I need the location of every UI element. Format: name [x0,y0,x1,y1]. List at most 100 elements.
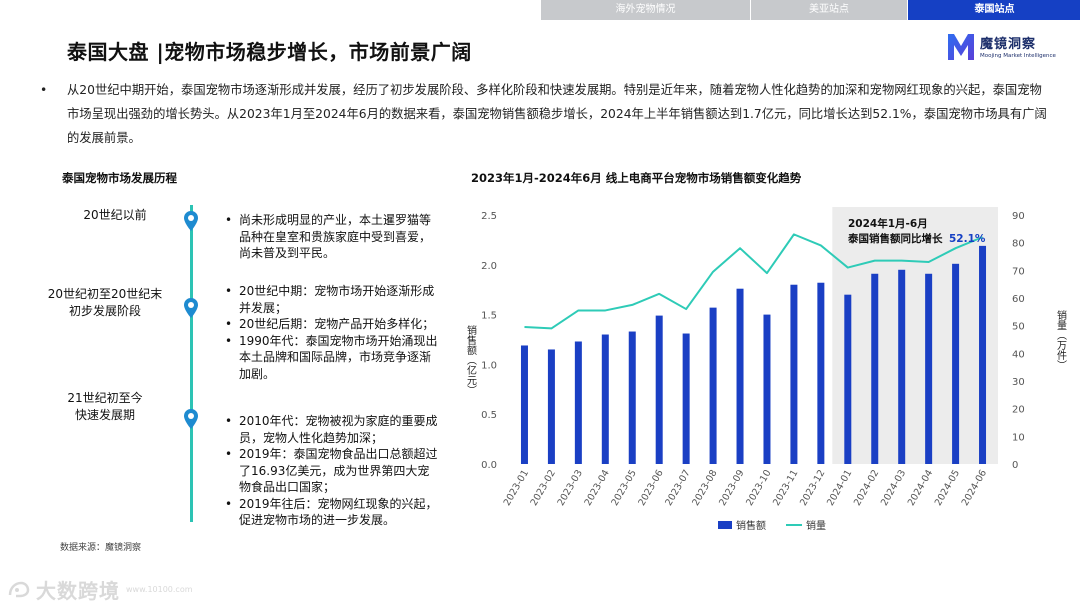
event-item: • 1990年代：泰国宠物市场开始涌现出本土品牌和国际品牌，市场竞争逐渐加剧。 [225,333,438,381]
stage-label-line: 20世纪初至20世纪末 [47,287,163,301]
legend-label-sales: 销售额 [736,519,766,532]
sales-bar [547,349,555,464]
y-right-tick-label: 70 [1012,266,1025,277]
y-right-tick-label: 0 [1012,460,1018,471]
y-right-tick-label: 20 [1012,405,1025,416]
location-pin-icon [184,409,198,429]
y-right-tick-label: 30 [1012,377,1025,388]
stage-events-pre20th: • 尚未形成明显的产业，本土暹罗猫等品种在皇室和贵族家庭中受到喜爱，尚未普及到平民… [225,212,440,262]
logo-cn-text: 魔镜洞察 [980,37,1037,52]
tab-overseas-pets[interactable]: 海外宠物情况 [541,0,750,20]
y-right-tick-label: 90 [1012,211,1025,222]
stage-label-20th: 20世纪初至20世纪末 初步发展阶段 [30,286,180,320]
highlight-region [832,207,998,464]
sales-bar [736,288,744,464]
timeline-line [190,205,193,522]
x-tick-label: 2023-06 [636,468,665,508]
event-item: • 20世纪后期：宠物产品开始多样化； [225,317,435,331]
y-left-tick-label: 1.5 [481,311,497,322]
sales-bar [574,341,582,464]
y-left-tick-label: 1.0 [481,360,497,371]
sales-bar [925,273,933,464]
x-tick-label: 2023-01 [502,468,531,508]
event-item: • 2019年往后：宠物网红现象的兴起，促进宠物市场的进一步发展。 [225,496,438,528]
y-right-axis-label: 销量（万件） [1055,309,1067,370]
x-tick-label: 2023-02 [529,468,558,508]
x-tick-label: 2024-02 [852,468,881,508]
sales-bar [628,331,636,464]
y-right-tick-label: 10 [1012,432,1025,443]
x-tick-label: 2023-05 [609,468,638,508]
sales-bar [898,269,906,464]
x-tick-label: 2023-07 [663,468,692,508]
event-item: • 2010年代：宠物被视为家庭的重要成员，宠物人性化趋势加深； [225,414,438,445]
top-nav: 海外宠物情况 美亚站点 泰国站点 [541,0,1080,20]
x-tick-label: 2023-12 [798,468,827,508]
brand-logo: 魔镜洞察 Moojing Market Intelligence [946,30,1056,62]
sales-bar [520,345,528,464]
sales-bar [655,315,663,464]
intro-paragraph: • 从20世纪中期开始，泰国宠物市场逐渐形成并发展，经历了初步发展阶段、多样化阶… [40,78,1050,150]
tab-thailand[interactable]: 泰国站点 [908,0,1080,20]
x-tick-label: 2024-05 [933,468,962,508]
y-left-tick-label: 0.0 [481,460,497,471]
sales-bar [817,282,825,464]
x-tick-label: 2024-06 [960,468,989,508]
x-tick-label: 2023-09 [717,468,746,508]
x-tick-label: 2024-03 [879,468,908,508]
annotation-value: 52.1% [949,233,986,245]
sales-bar [709,307,717,464]
y-right-tick-label: 60 [1012,294,1025,305]
x-tick-label: 2023-03 [556,468,585,508]
x-tick-label: 2023-08 [690,468,719,508]
sales-bar [952,263,960,464]
logo-m-icon [948,34,974,60]
intro-bullet: • [40,83,48,97]
watermark-logo-icon [8,581,30,597]
sales-bar [871,273,879,464]
watermark: 大数跨境 www.10100.com [8,575,193,604]
tab-us-amazon[interactable]: 美亚站点 [751,0,907,20]
y-left-tick-label: 2.0 [481,261,497,272]
y-left-axis-label: 销售额（亿元） [465,324,477,395]
intro-text: 从20世纪中期开始，泰国宠物市场逐渐形成并发展，经历了初步发展阶段、多样化阶段和… [67,83,1047,145]
location-pin-icon [184,298,198,318]
sales-bar [790,284,798,464]
chart-title: 2023年1月-2024年6月 线上电商平台宠物市场销售额变化趋势 [471,171,802,185]
stage-label-line: 快速发展期 [74,408,135,422]
x-tick-label: 2024-01 [825,468,854,508]
sales-bar [682,333,690,464]
timeline-title: 泰国宠物市场发展历程 [62,171,177,185]
logo-en-text: Moojing Market Intelligence [980,53,1056,59]
x-tick-label: 2023-04 [583,468,612,508]
event-item: • 尚未形成明显的产业，本土暹罗猫等品种在皇室和贵族家庭中受到喜爱，尚未普及到平民… [225,213,432,260]
sales-bar [979,245,987,464]
stage-events-21st: • 2010年代：宠物被视为家庭的重要成员，宠物人性化趋势加深； • 2019年：泰… [225,413,440,529]
stage-events-20th: • 20世纪中期：宠物市场开始逐渐形成并发展； • 20世纪后期：宠物产品开始多样化… [225,283,440,382]
event-item: • 20世纪中期：宠物市场开始逐渐形成并发展； [225,284,435,315]
event-item: • 2019年：泰国宠物食品出口总额超过了16.93亿美元，成为世界第四大宠物食品… [225,447,438,494]
volume-line [524,233,983,330]
y-left-tick-label: 0.5 [481,410,497,421]
annotation-line2: 泰国销售额同比增长 [847,232,943,245]
stage-label-pre20th: 20世纪以前 [83,208,147,222]
y-right-tick-label: 80 [1012,239,1025,250]
sales-bar [763,314,771,464]
x-tick-label: 2023-10 [744,468,773,508]
y-right-tick-label: 40 [1012,349,1025,360]
sales-chart: 0.0 0.5 1.0 1.5 2.0 2.5 0 10 20 30 40 50 60 70 80 90 销售额… [465,207,1067,532]
watermark-text: 大数跨境 [36,579,120,603]
stage-label-line: 初步发展阶段 [68,304,141,318]
page-title: 泰国大盘 |宠物市场稳步增长，市场前景广阔 [67,40,472,64]
x-tick-label: 2024-04 [906,468,935,508]
stage-label-line: 21世纪初至今 [67,391,143,405]
y-left-tick-label: 2.5 [481,211,497,222]
annotation-line1: 2024年1月-6月 [848,217,928,230]
location-pin-icon [184,211,198,231]
stage-label-21st: 21世纪初至今 快速发展期 [40,390,170,424]
watermark-url: www.10100.com [126,585,193,594]
y-right-tick-label: 50 [1012,322,1025,333]
sales-bar [844,294,852,464]
legend-label-volume: 销量 [806,519,826,532]
sales-bar [601,334,609,464]
